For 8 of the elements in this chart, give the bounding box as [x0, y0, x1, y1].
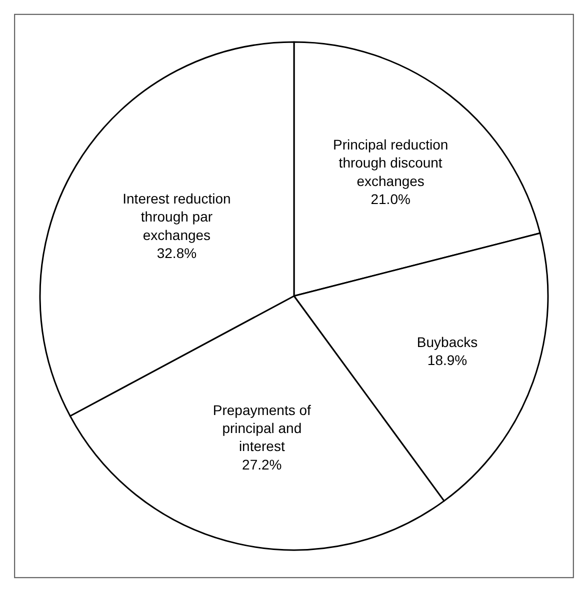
slice-label: Interest reduction through par exchanges [122, 190, 231, 243]
data-label: 18.9% [427, 352, 468, 368]
slice-label: Principal reduction through discount exchanges [332, 136, 448, 189]
slice-label: Prepayments of principal and interest [212, 402, 312, 454]
data-label: 27.2% [242, 456, 282, 472]
slice-label: Buybacks [416, 334, 478, 350]
data-label: 32.8% [156, 245, 197, 262]
data-label: 21.0% [370, 190, 410, 207]
